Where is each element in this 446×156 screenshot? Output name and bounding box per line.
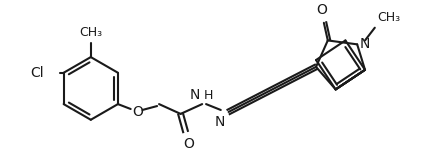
Text: O: O [317, 3, 327, 17]
Text: O: O [183, 137, 194, 151]
Text: H: H [204, 89, 214, 102]
Text: N: N [359, 37, 369, 51]
Text: N: N [190, 88, 200, 102]
Text: CH₃: CH₃ [377, 11, 400, 24]
Text: O: O [132, 105, 143, 119]
Text: N: N [214, 115, 225, 129]
Text: CH₃: CH₃ [79, 27, 102, 39]
Text: Cl: Cl [30, 66, 44, 80]
